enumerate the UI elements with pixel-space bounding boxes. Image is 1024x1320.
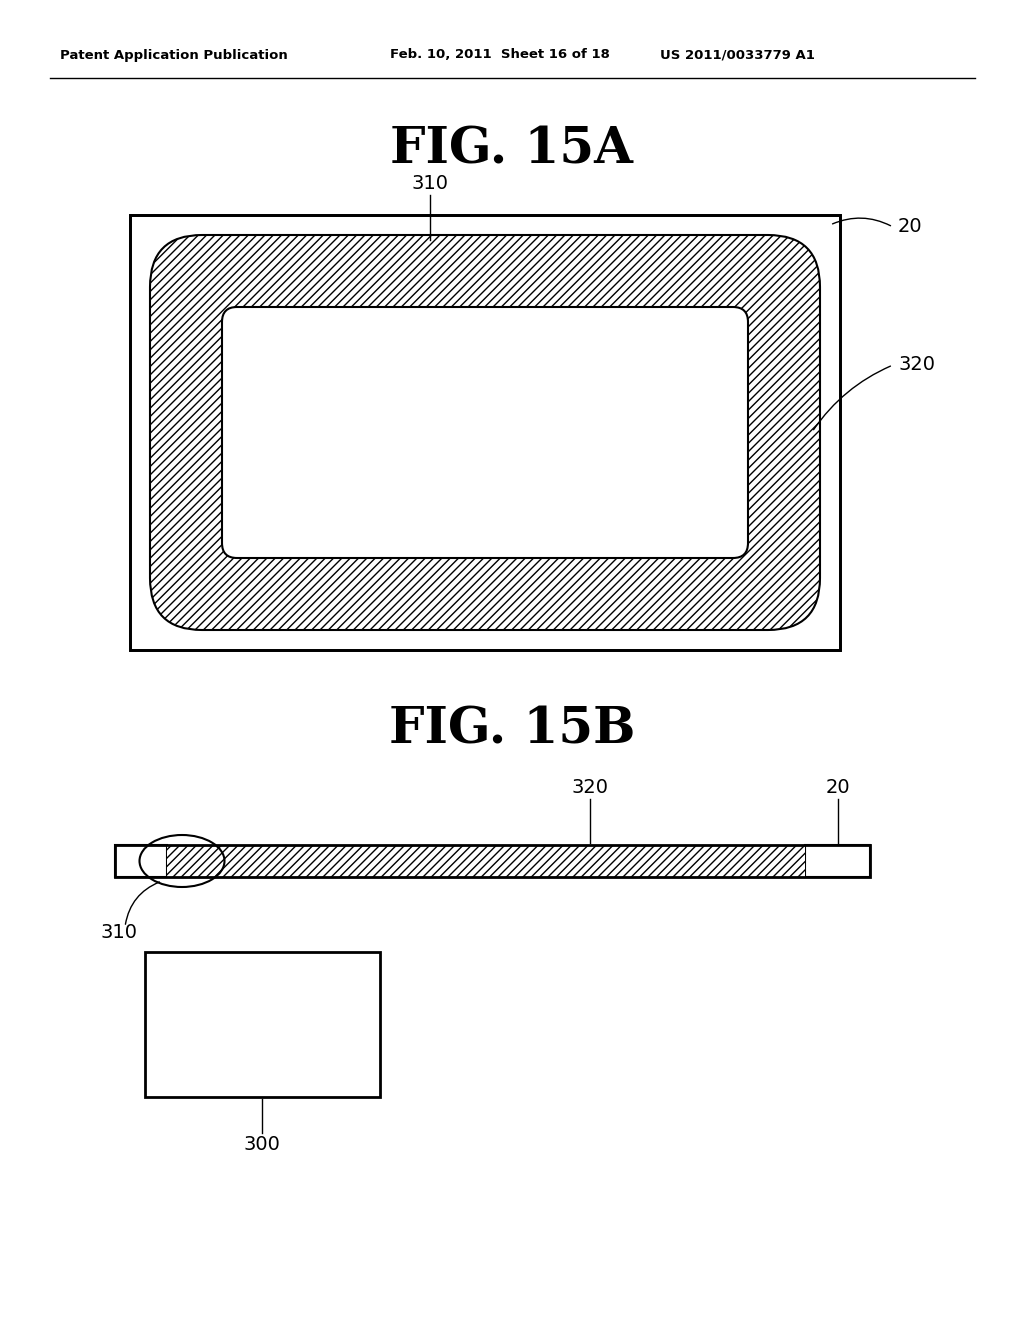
FancyBboxPatch shape <box>222 308 748 558</box>
Text: 310: 310 <box>100 923 137 941</box>
Bar <box>167 845 805 876</box>
Text: US 2011/0033779 A1: US 2011/0033779 A1 <box>660 49 815 62</box>
Bar <box>115 845 167 876</box>
Text: 310: 310 <box>412 174 449 193</box>
Text: 320: 320 <box>898 355 935 375</box>
Bar <box>130 215 840 649</box>
Text: 320: 320 <box>571 777 608 797</box>
Bar <box>115 845 870 876</box>
Text: FIG. 15B: FIG. 15B <box>389 705 635 755</box>
Text: 300: 300 <box>244 1135 281 1155</box>
Text: Feb. 10, 2011  Sheet 16 of 18: Feb. 10, 2011 Sheet 16 of 18 <box>390 49 610 62</box>
Text: 20: 20 <box>825 777 850 797</box>
Bar <box>805 845 870 876</box>
Text: FIG. 15A: FIG. 15A <box>390 125 634 174</box>
Bar <box>130 215 840 649</box>
FancyBboxPatch shape <box>150 235 820 630</box>
Text: 20: 20 <box>898 218 923 236</box>
Bar <box>145 952 380 1097</box>
Text: Patent Application Publication: Patent Application Publication <box>60 49 288 62</box>
